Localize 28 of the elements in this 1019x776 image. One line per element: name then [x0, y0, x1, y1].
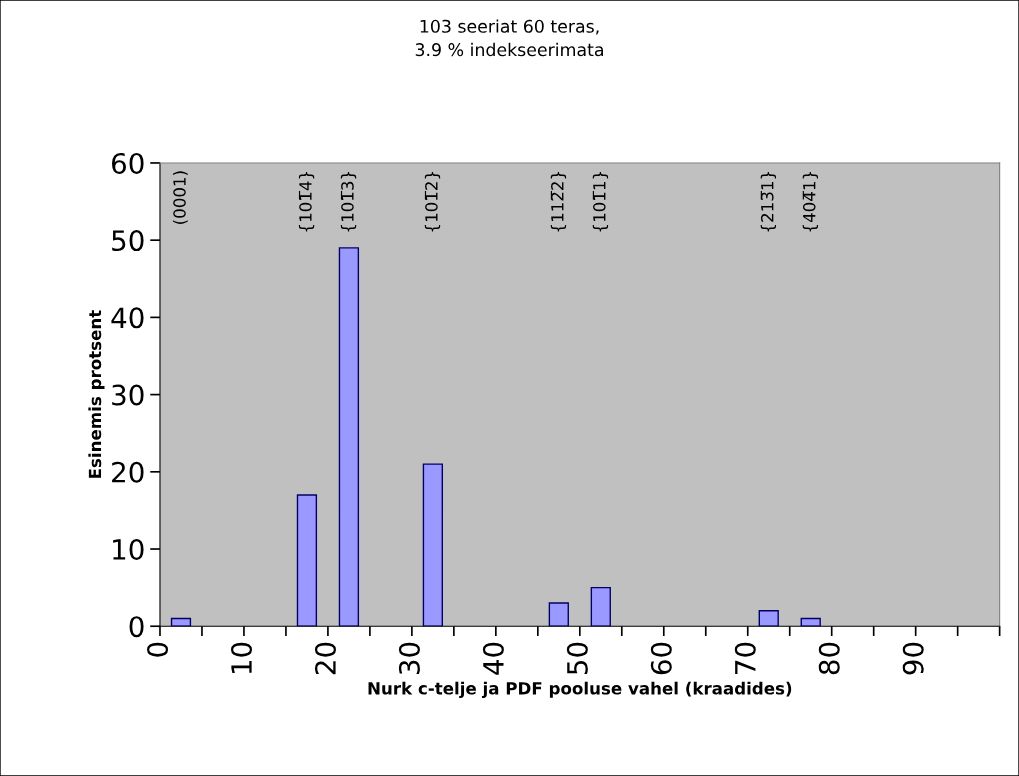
y-tick-label: 20 — [112, 461, 144, 483]
y-tick-label: 10 — [113, 538, 144, 560]
y-axis-title: Esinemis protsent — [88, 310, 105, 478]
y-tick-label: 50 — [112, 230, 144, 252]
annotation: (0001) — [172, 171, 188, 224]
x-tick-label: 10 — [231, 642, 253, 674]
y-tick-label: 40 — [111, 307, 144, 329]
annotation: {101̅1} — [592, 171, 609, 232]
x-tick-label: 40 — [482, 642, 504, 675]
x-tick-label: 60 — [650, 642, 672, 675]
annotation: {101̅4} — [298, 171, 315, 232]
annotation: {112̅2} — [550, 171, 567, 232]
y-tick-label: 60 — [111, 152, 144, 174]
annotation: {404̅1} — [802, 171, 819, 232]
x-tick-label: 0 — [147, 642, 169, 657]
chart-title: 103 seeriat 60 teras, 3.9 % indekseerimata — [415, 19, 603, 57]
x-axis-title: Nurk c-telje ja PDF pooluse vahel (kraadides) — [368, 681, 792, 698]
x-tick-label: 30 — [398, 642, 420, 675]
annotation: {213̅1} — [760, 171, 777, 232]
annotation: {101̅3} — [340, 171, 357, 232]
x-tick-label: 20 — [314, 642, 336, 675]
x-tick-label: 90 — [902, 642, 924, 675]
annotation: {101̅2} — [424, 171, 441, 232]
x-tick-label: 50 — [566, 642, 588, 675]
y-tick-label: 30 — [112, 384, 144, 406]
x-tick-label: 70 — [734, 642, 756, 674]
x-tick-label: 80 — [818, 642, 840, 675]
y-tick-label: 0 — [129, 616, 144, 638]
